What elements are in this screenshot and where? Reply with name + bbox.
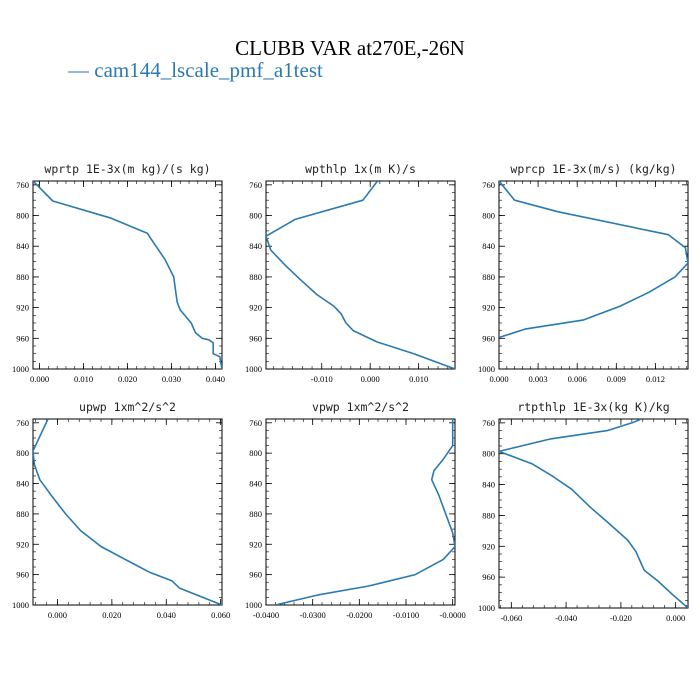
x-tick-label: -0.0100 <box>393 610 419 620</box>
x-tick-label: -0.0000 <box>440 610 466 620</box>
y-tick-label: 800 <box>249 448 262 458</box>
x-tick-label: 0.010 <box>74 374 93 384</box>
y-tick-label: 960 <box>482 572 495 582</box>
y-tick-label: 1000 <box>245 364 262 374</box>
y-tick-label: 880 <box>482 272 495 282</box>
series-line <box>275 419 455 605</box>
x-tick-label: -0.0300 <box>300 610 326 620</box>
x-tick-label: -0.020 <box>610 613 632 623</box>
y-tick-label: 840 <box>249 479 262 489</box>
series-line <box>33 419 222 605</box>
subplot-title: rtpthlp 1E-3x(kg K)/kg <box>517 400 669 414</box>
y-tick-label: 960 <box>249 570 262 580</box>
y-tick-label: 880 <box>482 510 495 520</box>
y-tick-label: 760 <box>16 418 29 428</box>
subplot-3: wprcp 1E-3x(m/s) (kg/kg) 0.000 0.003 0.006 0… <box>478 162 689 384</box>
axes-frame <box>265 418 456 606</box>
subplot-2: wpthlp 1x(m K)/s -0.010 0.000 0.010 760 800 84… <box>245 162 456 384</box>
y-tick-label: 760 <box>482 418 495 428</box>
series-line <box>33 181 222 369</box>
x-tick-label: 0.012 <box>646 374 665 384</box>
x-tick-label: 0.060 <box>211 610 230 620</box>
axes-frame <box>498 180 689 370</box>
x-tick-label: 0.000 <box>30 374 49 384</box>
x-tick-label: 0.000 <box>48 610 67 620</box>
subplot-title: wprcp 1E-3x(m/s) (kg/kg) <box>510 162 676 176</box>
x-tick-label: 0.040 <box>206 374 225 384</box>
y-tick-label: 800 <box>482 449 495 459</box>
x-tick-label: 0.010 <box>409 374 428 384</box>
subplot-1: wprtp 1E-3x(m kg)/(s kg) 0.000 0.010 0.020 0… <box>12 162 225 384</box>
subplot-title: wpthlp 1x(m K)/s <box>305 162 416 176</box>
y-tick-label: 1000 <box>245 600 262 610</box>
y-tick-label: 920 <box>16 539 29 549</box>
x-tick-label: 0.040 <box>157 610 176 620</box>
x-tick-label: 0.009 <box>607 374 626 384</box>
y-tick-label: 960 <box>16 570 29 580</box>
y-tick-label: 840 <box>482 480 495 490</box>
series-line <box>499 419 688 608</box>
y-tick-label: 960 <box>16 333 29 343</box>
y-tick-label: 1000 <box>12 600 29 610</box>
y-tick-label: 880 <box>249 509 262 519</box>
y-tick-label: 880 <box>16 509 29 519</box>
subplot-title: wprtp 1E-3x(m kg)/(s kg) <box>44 162 210 176</box>
y-tick-label: 1000 <box>12 364 29 374</box>
y-tick-label: 840 <box>16 479 29 489</box>
x-tick-label: 0.030 <box>162 374 181 384</box>
x-tick-label: 0.020 <box>102 610 121 620</box>
y-tick-label: 800 <box>249 211 262 221</box>
y-tick-label: 1000 <box>478 603 495 613</box>
y-tick-label: 880 <box>249 272 262 282</box>
y-tick-label: 960 <box>482 333 495 343</box>
x-tick-label: -0.0400 <box>253 610 279 620</box>
y-tick-label: 920 <box>249 539 262 549</box>
axes-frame <box>498 418 689 609</box>
y-tick-label: 760 <box>16 180 29 190</box>
x-tick-label: 0.000 <box>489 374 508 384</box>
y-tick-label: 840 <box>249 241 262 251</box>
y-tick-label: 760 <box>482 180 495 190</box>
x-tick-label: 0.000 <box>361 374 380 384</box>
subplot-4: upwp 1xm^2/s^2 0.000 0.020 0.040 0.060 760 800… <box>12 400 230 620</box>
figure-title: CLUBB VAR at270E,-26N <box>235 36 465 60</box>
x-tick-label: 0.000 <box>666 613 685 623</box>
y-tick-label: 760 <box>249 418 262 428</box>
y-tick-label: 920 <box>249 303 262 313</box>
y-tick-label: 880 <box>16 272 29 282</box>
y-tick-label: 1000 <box>478 364 495 374</box>
x-tick-label: -0.0200 <box>346 610 372 620</box>
y-tick-label: 920 <box>16 303 29 313</box>
x-tick-label: 0.006 <box>568 374 587 384</box>
y-tick-label: 800 <box>16 211 29 221</box>
series-line <box>499 181 688 339</box>
axes-frame <box>32 418 223 606</box>
y-tick-label: 800 <box>16 448 29 458</box>
y-tick-label: 960 <box>249 333 262 343</box>
x-tick-label: -0.040 <box>555 613 577 623</box>
x-tick-label: -0.010 <box>311 374 333 384</box>
y-tick-label: 920 <box>482 303 495 313</box>
subplot-title: vpwp 1xm^2/s^2 <box>312 400 409 414</box>
legend: — cam144_lscale_pmf_a1test <box>68 58 323 83</box>
y-tick-label: 800 <box>482 211 495 221</box>
subplot-5: vpwp 1xm^2/s^2 -0.0400 -0.0300 -0.0200 -0.01… <box>245 400 466 620</box>
y-tick-label: 840 <box>482 241 495 251</box>
x-tick-label: 0.020 <box>118 374 137 384</box>
x-tick-label: 0.003 <box>529 374 548 384</box>
x-tick-label: -0.060 <box>500 613 522 623</box>
y-tick-label: 920 <box>482 541 495 551</box>
legend-label: cam144_lscale_pmf_a1test <box>94 58 323 82</box>
legend-line-marker: — <box>68 58 89 82</box>
series-line <box>266 181 455 369</box>
axes-frame <box>32 180 223 370</box>
subplot-6: rtpthlp 1E-3x(kg K)/kg -0.060 -0.040 -0.020… <box>478 400 689 623</box>
subplot-title: upwp 1xm^2/s^2 <box>79 400 176 414</box>
y-tick-label: 760 <box>249 180 262 190</box>
y-tick-label: 840 <box>16 241 29 251</box>
